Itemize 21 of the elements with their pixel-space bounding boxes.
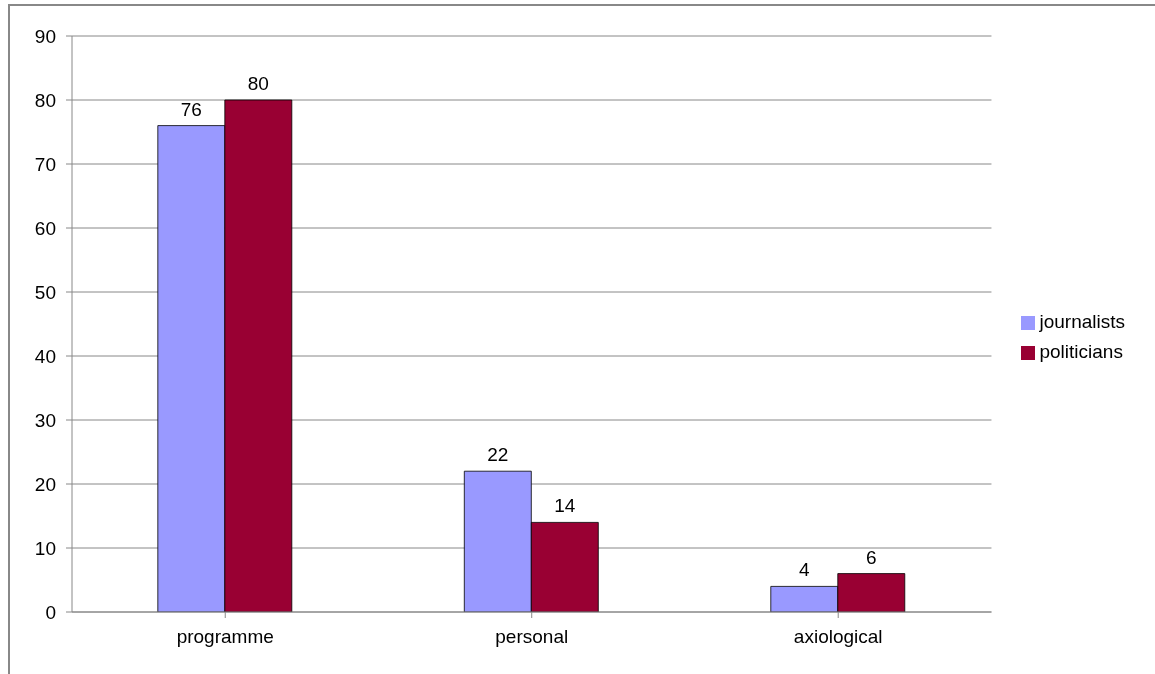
x-tick-label: axiological bbox=[793, 626, 883, 648]
y-tick-label: 90 bbox=[34, 25, 56, 47]
legend-label: journalists bbox=[1039, 311, 1125, 332]
x-tick-label: personal bbox=[495, 626, 569, 648]
data-label: 76 bbox=[180, 98, 202, 120]
data-label: 14 bbox=[554, 495, 576, 517]
y-tick-label: 20 bbox=[34, 473, 56, 495]
y-tick-label: 40 bbox=[34, 345, 56, 367]
y-tick-label: 80 bbox=[34, 89, 56, 111]
data-label: 4 bbox=[799, 559, 810, 581]
data-label: 80 bbox=[247, 73, 269, 94]
y-tick-label: 0 bbox=[45, 601, 56, 623]
y-tick-label: 70 bbox=[34, 153, 56, 175]
y-tick-label: 10 bbox=[34, 537, 56, 559]
data-label: 6 bbox=[866, 546, 877, 568]
y-tick-label: 60 bbox=[34, 217, 56, 239]
legend-label: politicians bbox=[1039, 341, 1123, 362]
y-tick-label: 30 bbox=[34, 409, 56, 431]
data-label: 22 bbox=[487, 444, 509, 466]
y-tick-label: 50 bbox=[34, 281, 56, 303]
x-tick-label: programme bbox=[176, 626, 274, 648]
